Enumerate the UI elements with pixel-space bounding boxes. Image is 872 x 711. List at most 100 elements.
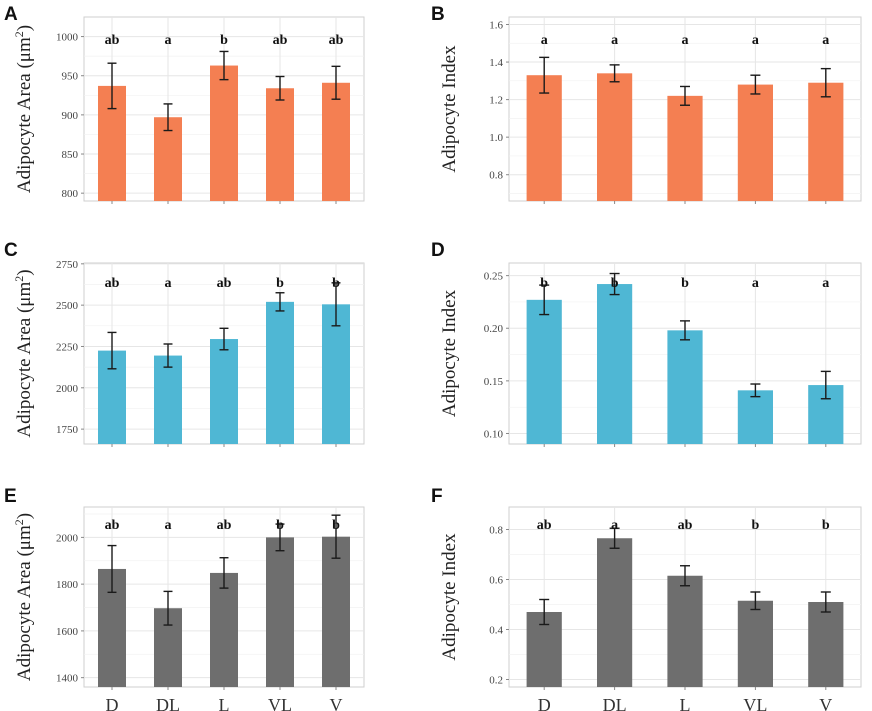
significance-letter: b [332, 518, 340, 533]
significance-letter: ab [537, 518, 552, 533]
panel-f: F 0.2 0.4 0.6 0.8 ab Da DL ab Lb VL b V Adipocyte Ind… [431, 486, 862, 711]
bar-l [210, 339, 238, 444]
significance-letter: a [822, 33, 829, 48]
error-bar [107, 62, 117, 110]
bar-l [210, 65, 238, 201]
error-bar [680, 320, 690, 341]
significance-letter: a [165, 276, 172, 291]
error-bar [750, 591, 761, 611]
significance-letter: b [681, 276, 689, 291]
y-axis-label: Adipocyte Area (μm2) [12, 269, 35, 437]
y-tick-label: 1.2 [489, 95, 503, 107]
bar-vl [737, 84, 773, 201]
error-bar [163, 343, 173, 368]
significance-letter: ab [329, 33, 344, 48]
bar-l [667, 95, 703, 201]
significance-letter: b [822, 518, 830, 533]
x-tick-label: VL [743, 695, 767, 711]
error-bar [275, 292, 285, 312]
error-bar [820, 67, 831, 98]
significance-letter: ab [678, 518, 693, 533]
error-bar [609, 64, 620, 83]
error-bar [275, 523, 285, 552]
y-axis-label: Adipocyte Area (μm2) [12, 25, 35, 193]
bar-vl [737, 600, 773, 687]
significance-letter: ab [273, 33, 288, 48]
y-tick-label: 1000 [56, 32, 79, 44]
significance-letter: b [276, 518, 284, 533]
error-bar [750, 74, 761, 95]
y-tick-label: 2750 [56, 259, 79, 271]
bar-d [526, 299, 562, 444]
significance-letter: a [752, 33, 759, 48]
significance-letter: b [220, 33, 228, 48]
y-axis-label: Adipocyte Index [439, 533, 460, 661]
error-bar [107, 331, 117, 370]
panel-letter: B [431, 4, 445, 25]
panel-e: E 1400 1600 1800 2000 ab Da DL ab Lb VL b V Adipocyte… [4, 486, 365, 711]
x-tick-label: V [819, 695, 832, 711]
bar-d [526, 75, 562, 201]
error-bar [163, 590, 173, 626]
significance-letter: ab [217, 518, 232, 533]
significance-letter: a [822, 276, 829, 291]
y-axis-label: Adipocyte Area (μm2) [12, 513, 35, 681]
significance-letter: a [165, 33, 172, 48]
significance-letter: b [611, 276, 619, 291]
y-tick-label: 2500 [56, 300, 79, 312]
y-tick-label: 0.8 [489, 525, 503, 537]
y-tick-label: 1800 [56, 579, 79, 591]
y-tick-label: 1750 [56, 424, 79, 436]
error-bar [275, 75, 285, 101]
bar-dl [597, 73, 633, 201]
error-bar [680, 565, 690, 587]
bar-l [210, 572, 238, 687]
significance-letter: a [752, 276, 759, 291]
bar-vl [266, 88, 294, 201]
y-tick-label: 0.6 [489, 575, 503, 587]
y-tick-label: 0.25 [484, 271, 504, 283]
y-tick-label: 1.6 [489, 20, 503, 32]
bar-v [808, 602, 844, 687]
bar-v [322, 82, 350, 201]
significance-letter: b [752, 518, 760, 533]
bar-v [322, 536, 350, 687]
error-bar [539, 56, 550, 94]
x-tick-label: V [330, 695, 343, 711]
panel-b: B 0.8 1.0 1.2 1.4 1.6 a a a a a Adipocyte Index [431, 4, 862, 204]
panel-letter: D [431, 240, 445, 261]
significance-letter: ab [105, 33, 120, 48]
y-tick-label: 0.8 [489, 170, 503, 182]
error-bar [820, 370, 831, 400]
significance-letter: a [541, 33, 548, 48]
error-bar [539, 598, 550, 626]
bar-vl [737, 390, 773, 444]
x-tick-label: DL [603, 695, 627, 711]
x-tick-label: D [106, 695, 119, 711]
error-bar [680, 85, 690, 106]
error-bar [609, 527, 620, 549]
y-tick-label: 1.0 [489, 132, 503, 144]
error-bar [331, 514, 341, 559]
bar-vl [266, 301, 294, 444]
y-tick-label: 2000 [56, 383, 79, 395]
y-tick-label: 0.4 [489, 625, 503, 637]
bar-dl [597, 538, 633, 687]
error-bar [219, 557, 229, 589]
significance-letter: ab [217, 276, 232, 291]
error-bar [163, 103, 173, 132]
panel-letter: F [431, 486, 443, 507]
y-tick-label: 0.2 [489, 675, 503, 687]
x-tick-label: VL [268, 695, 292, 711]
error-bar [331, 282, 341, 327]
bar-v [808, 82, 844, 201]
error-bar [219, 50, 229, 81]
x-tick-label: DL [156, 695, 180, 711]
x-tick-label: L [680, 695, 691, 711]
y-tick-label: 850 [62, 149, 79, 161]
significance-letter: ab [105, 518, 120, 533]
y-axis-label: Adipocyte Index [439, 289, 460, 417]
panel-letter: C [4, 240, 18, 261]
y-tick-label: 1400 [56, 673, 79, 685]
